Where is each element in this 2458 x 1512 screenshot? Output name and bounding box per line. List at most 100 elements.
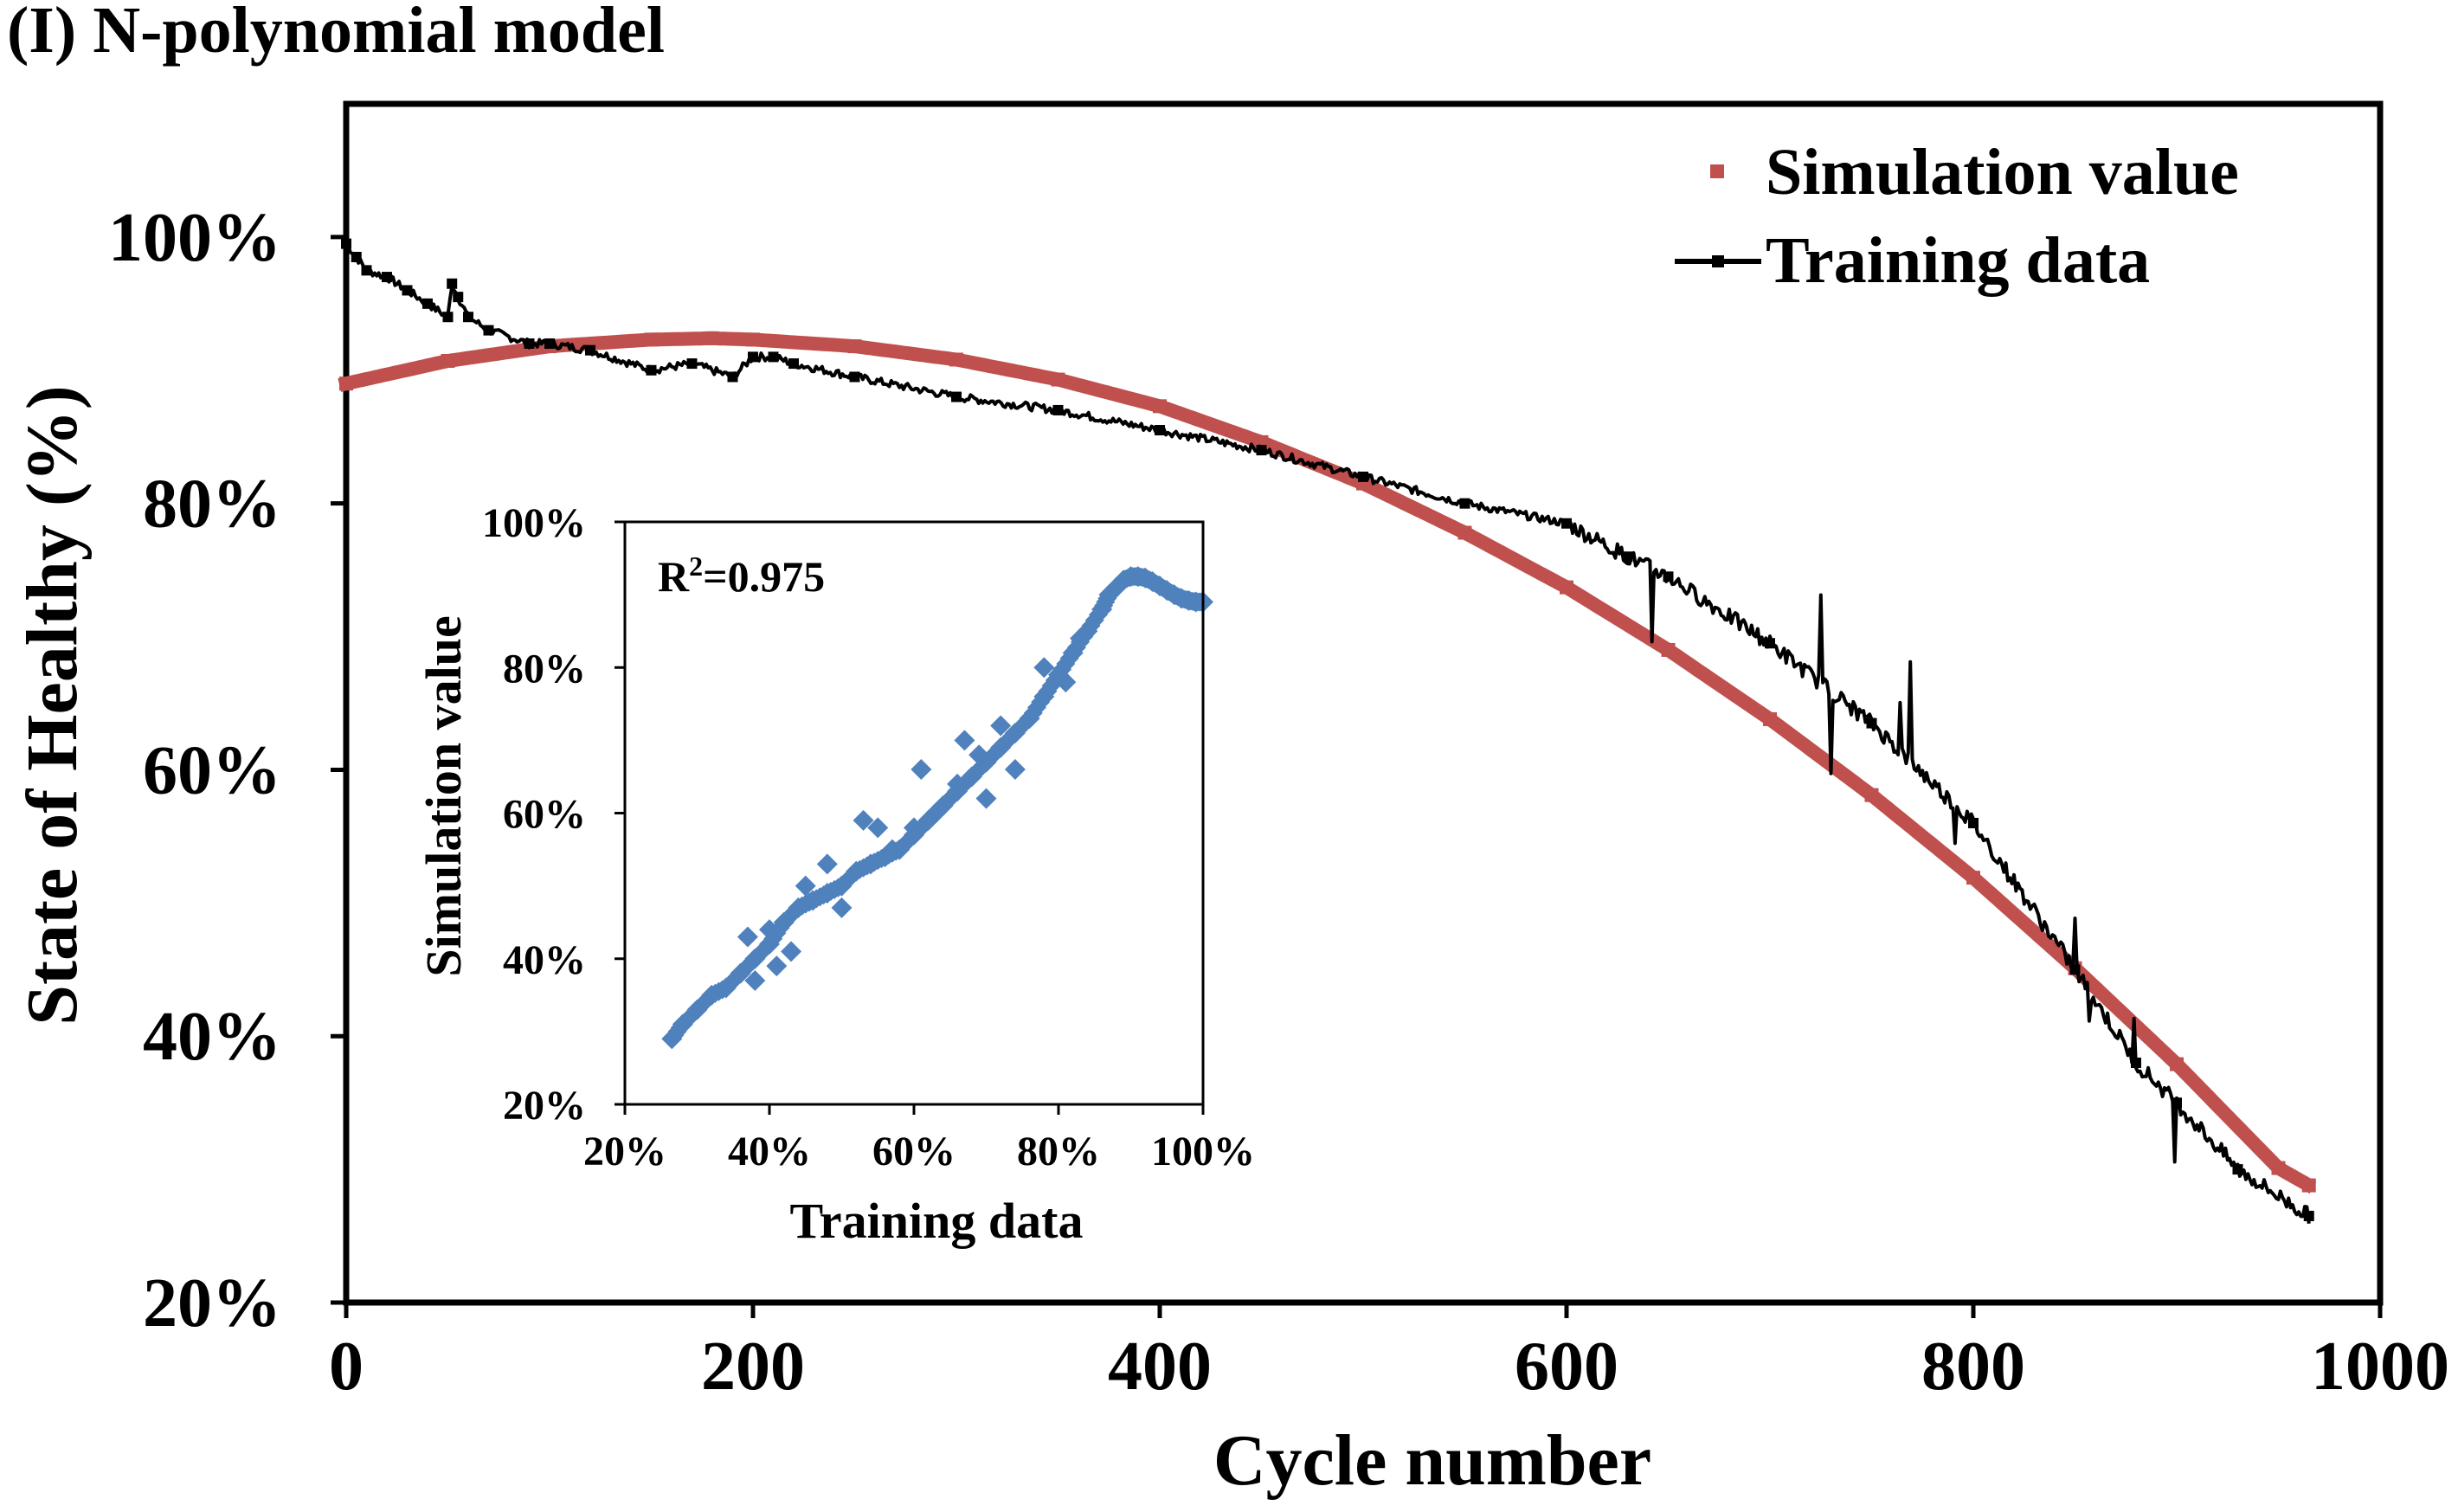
inset-r2-base: R: [658, 552, 690, 601]
main-x-tick-label: 800: [1921, 1329, 2025, 1405]
main-y-tick-label: 80%: [143, 466, 281, 543]
simulation-point: [1763, 711, 1777, 726]
inset-scatter-point: [853, 809, 874, 831]
training-point: [1765, 638, 1775, 649]
inset-plot-background: [625, 522, 1203, 1104]
training-point: [442, 312, 454, 323]
panel-title: (I) N-polynomial model: [7, 0, 665, 67]
training-point: [361, 265, 372, 276]
main-x-tick-label: 200: [701, 1329, 805, 1405]
training-point: [1622, 551, 1633, 563]
simulation-point: [644, 332, 659, 347]
simulation-point: [1051, 372, 1065, 387]
simulation-point: [847, 339, 862, 354]
training-point: [402, 285, 413, 296]
inset-x-tick-label: 100%: [1151, 1129, 1255, 1174]
main-y-axis: 20% 40% 60% 80% 100%: [108, 200, 346, 1341]
main-y-axis-label: State of Healthy (%): [12, 385, 93, 1026]
training-point: [686, 358, 698, 370]
simulation-point: [2271, 1161, 2286, 1175]
inset-x-tick-label: 20%: [583, 1129, 666, 1174]
simulation-point: [339, 376, 353, 391]
inset-scatter-points: [661, 566, 1213, 1050]
training-point: [768, 351, 779, 363]
main-y-tick-label: 100%: [108, 200, 281, 276]
main-x-tick-label: 0: [329, 1329, 364, 1405]
legend: Simulation value Training data: [1675, 136, 2239, 297]
training-point: [1866, 717, 1877, 729]
training-point: [1561, 518, 1572, 529]
training-point: [1256, 445, 1267, 456]
training-point: [2232, 1164, 2243, 1175]
training-point: [351, 251, 362, 262]
inset-y-tick-label: 20%: [503, 1083, 586, 1129]
inset-r2-annotation: R2=0.975: [658, 550, 825, 601]
inset-y-tick-label: 40%: [503, 937, 586, 983]
inset-r2-sup: 2: [689, 550, 703, 582]
simulation-series: [338, 331, 2317, 1194]
simulation-point: [1560, 580, 1573, 595]
training-point: [463, 312, 473, 323]
training-point: [951, 391, 962, 402]
training-point: [341, 238, 351, 249]
main-x-tick-label: 400: [1108, 1329, 1212, 1405]
inset-scatter-point: [872, 849, 891, 869]
training-point: [2069, 964, 2081, 975]
inset-scatter-point: [1004, 759, 1026, 781]
inset-scatter-point: [990, 715, 1012, 737]
simulation-point: [2170, 1057, 2184, 1071]
training-point: [1358, 471, 1368, 482]
inset-x-axis-label: Training data: [790, 1193, 1084, 1249]
simulation-point: [1661, 642, 1676, 657]
inset-scatter-point: [766, 955, 788, 977]
inset-scatter-point: [781, 941, 802, 962]
training-point: [1052, 404, 1064, 415]
inset-scatter-point: [816, 853, 838, 875]
inset-y-tick-label: 100%: [482, 500, 586, 546]
inset-scatter-point: [867, 817, 889, 839]
main-y-tick-label: 40%: [143, 999, 281, 1075]
training-point: [382, 272, 392, 283]
main-x-tick-label: 600: [1515, 1329, 1618, 1405]
legend-training-label: Training data: [1766, 224, 2150, 297]
main-x-axis-label: Cycle number: [1213, 1420, 1651, 1501]
training-point: [748, 351, 758, 363]
main-y-tick-label: 60%: [143, 732, 281, 808]
legend-simulation-swatch: [1710, 164, 1724, 178]
training-point: [2172, 1097, 2182, 1109]
inset-scatter-point: [1033, 657, 1055, 679]
inset-scatter-point: [744, 969, 766, 991]
main-plot-frame: [343, 100, 2384, 1306]
training-point: [585, 344, 595, 356]
inset-scatter-point: [831, 897, 853, 918]
simulation-point: [1864, 788, 1879, 802]
training-point: [788, 358, 799, 370]
inset-x-axis: 20% 40% 60% 80% 100%: [583, 1104, 1255, 1174]
simulation-point: [746, 332, 760, 347]
training-point: [447, 278, 458, 289]
training-point: [1968, 818, 1979, 828]
inset-scatter-point: [910, 759, 932, 781]
main-x-axis: 0 200 400 600 800 1000: [329, 1303, 2449, 1405]
simulation-point: [1153, 399, 1167, 414]
training-series: [341, 238, 2314, 1225]
training-point: [544, 338, 555, 349]
inset-scatter-point: [737, 926, 758, 948]
inset-x-tick-label: 80%: [1017, 1129, 1100, 1174]
training-point: [483, 325, 494, 336]
legend-training-marker: [1712, 255, 1724, 267]
simulation-point: [705, 331, 719, 345]
inset-y-axis-label: Simulation value: [415, 615, 472, 976]
training-point: [727, 371, 738, 383]
inset-y-axis: 20% 40% 60% 80% 100%: [482, 500, 625, 1129]
simulation-point: [2301, 1178, 2316, 1193]
training-point: [1663, 571, 1674, 582]
main-y-tick-label: 20%: [143, 1265, 281, 1341]
simulation-point: [949, 352, 963, 367]
training-point: [1155, 425, 1165, 436]
inset-scatter-point: [1191, 592, 1211, 612]
inset-r2-value: =0.975: [703, 552, 825, 601]
main-plot: 20% 40% 60% 80% 100% 0 200 400 600 800 1000 Cycle…: [12, 100, 2449, 1501]
training-point: [646, 364, 657, 376]
training-point: [849, 371, 860, 383]
